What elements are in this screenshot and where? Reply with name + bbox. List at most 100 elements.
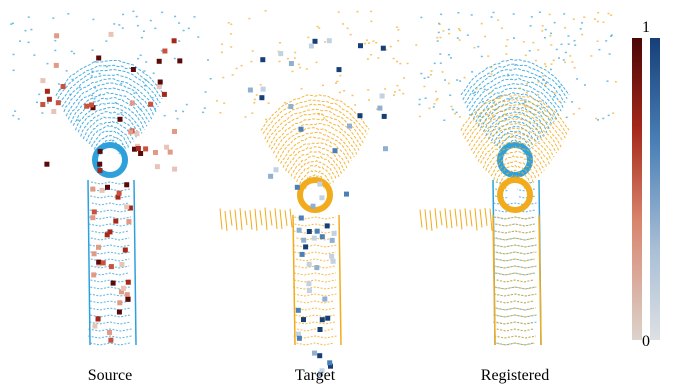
scan-ring xyxy=(475,92,555,123)
road-scan xyxy=(90,181,130,185)
side-scan xyxy=(474,208,478,231)
point xyxy=(495,108,498,111)
point xyxy=(91,70,94,73)
scan-ring xyxy=(466,108,564,142)
point xyxy=(293,57,296,59)
feature-patch xyxy=(299,251,305,257)
road-scan xyxy=(296,342,334,346)
point xyxy=(286,57,289,60)
point xyxy=(489,91,492,94)
point xyxy=(133,92,136,94)
feature-patch xyxy=(296,227,302,233)
point xyxy=(470,14,473,16)
colorbar-source xyxy=(632,38,642,340)
point xyxy=(143,70,146,72)
point xyxy=(377,57,380,59)
point xyxy=(267,102,270,104)
point xyxy=(505,53,508,55)
feature-patch xyxy=(312,38,318,44)
scan-ring xyxy=(77,106,143,134)
feature-patch xyxy=(319,195,325,201)
point xyxy=(315,61,318,64)
point xyxy=(607,114,610,117)
feature-patch xyxy=(326,38,332,44)
feature-patch xyxy=(156,58,162,64)
feature-patch xyxy=(129,100,135,106)
feature-patch xyxy=(381,113,387,119)
point xyxy=(433,62,436,65)
feature-patch xyxy=(84,103,90,109)
point xyxy=(137,57,140,60)
point xyxy=(398,89,401,91)
point xyxy=(474,91,476,93)
point xyxy=(114,101,117,104)
point xyxy=(583,16,586,18)
point xyxy=(90,75,93,77)
point xyxy=(508,98,511,100)
feature-patch xyxy=(95,316,101,322)
point xyxy=(571,101,574,103)
feature-patch xyxy=(138,151,144,156)
feature-patch xyxy=(97,148,103,154)
road-scan xyxy=(90,279,130,283)
point xyxy=(174,15,177,18)
road-scan xyxy=(296,328,334,332)
point xyxy=(471,71,474,73)
point xyxy=(550,32,552,35)
point xyxy=(553,21,556,24)
road-scan xyxy=(292,244,338,248)
road-scan xyxy=(90,265,130,269)
feature-patch xyxy=(91,209,97,215)
point xyxy=(77,119,80,121)
point xyxy=(466,34,469,36)
feature-patch xyxy=(314,265,320,271)
scan-ring xyxy=(75,102,145,131)
scan-ring xyxy=(277,131,353,162)
feature-patch xyxy=(156,84,162,90)
feature-patch xyxy=(97,161,103,167)
panel-label: Target xyxy=(295,367,336,384)
scan-ring xyxy=(293,160,337,180)
point xyxy=(24,29,27,32)
point xyxy=(436,36,439,39)
point xyxy=(497,19,500,21)
point xyxy=(92,18,95,21)
point xyxy=(178,40,181,42)
side-scan xyxy=(269,210,273,226)
point xyxy=(139,108,142,110)
vehicle xyxy=(507,152,519,168)
point xyxy=(537,49,540,51)
point xyxy=(564,51,567,54)
feature-patch xyxy=(171,38,177,44)
point xyxy=(279,42,281,44)
point xyxy=(161,11,164,14)
road-scan xyxy=(295,321,335,325)
scan-ring xyxy=(462,63,568,101)
point xyxy=(366,58,369,60)
point xyxy=(178,22,181,24)
point xyxy=(439,53,442,55)
point xyxy=(525,92,528,94)
point xyxy=(492,102,495,104)
point xyxy=(396,60,398,63)
point xyxy=(542,79,545,81)
point xyxy=(406,62,409,65)
road-scan xyxy=(496,321,534,325)
feature-patch xyxy=(310,203,316,209)
feature-patch xyxy=(358,43,363,49)
point xyxy=(597,11,600,14)
feature-patch xyxy=(377,105,383,111)
feature-patch xyxy=(97,168,103,173)
point xyxy=(52,17,55,19)
point xyxy=(567,35,570,37)
point xyxy=(498,97,501,99)
point xyxy=(399,62,402,65)
point xyxy=(70,50,73,53)
road-scan xyxy=(293,272,337,276)
point xyxy=(483,88,486,91)
feature-patch xyxy=(177,58,183,64)
feature-patch xyxy=(96,244,101,250)
scan-ring xyxy=(63,78,157,113)
colorbar-min: 0 xyxy=(642,333,650,350)
